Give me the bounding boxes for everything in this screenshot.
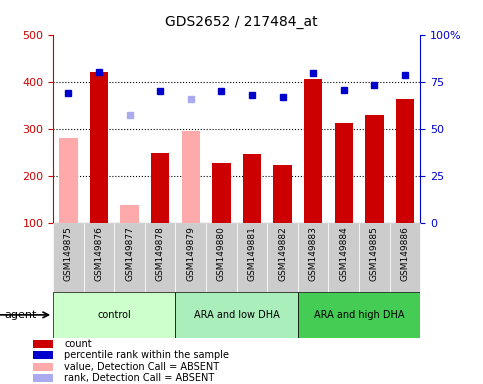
Bar: [212, 162, 230, 223]
Text: GSM149878: GSM149878: [156, 226, 165, 281]
Bar: [59, 138, 78, 223]
Bar: [145, 223, 175, 292]
Text: control: control: [98, 310, 131, 320]
Bar: [33, 339, 53, 348]
Bar: [206, 223, 237, 292]
Bar: [359, 223, 390, 292]
Text: GSM149877: GSM149877: [125, 226, 134, 281]
Bar: [53, 292, 175, 338]
Bar: [298, 292, 420, 338]
Bar: [267, 223, 298, 292]
Bar: [33, 362, 53, 371]
Bar: [175, 292, 298, 338]
Bar: [182, 131, 200, 223]
Bar: [237, 223, 267, 292]
Bar: [84, 223, 114, 292]
Text: rank, Detection Call = ABSENT: rank, Detection Call = ABSENT: [64, 373, 214, 383]
Text: GSM149875: GSM149875: [64, 226, 73, 281]
Text: GSM149885: GSM149885: [370, 226, 379, 281]
Bar: [390, 223, 420, 292]
Text: GSM149884: GSM149884: [339, 226, 348, 281]
Text: ARA and low DHA: ARA and low DHA: [194, 310, 280, 320]
Bar: [243, 154, 261, 223]
Text: ARA and high DHA: ARA and high DHA: [314, 310, 404, 320]
Bar: [328, 223, 359, 292]
Bar: [273, 166, 292, 223]
Bar: [298, 223, 328, 292]
Text: percentile rank within the sample: percentile rank within the sample: [64, 350, 229, 360]
Bar: [120, 205, 139, 223]
Text: GSM149886: GSM149886: [400, 226, 410, 281]
Text: GDS2652 / 217484_at: GDS2652 / 217484_at: [165, 15, 318, 29]
Text: GSM149882: GSM149882: [278, 226, 287, 281]
Bar: [396, 99, 414, 223]
Text: GSM149883: GSM149883: [309, 226, 318, 281]
Text: count: count: [64, 339, 92, 349]
Text: GSM149876: GSM149876: [95, 226, 103, 281]
Bar: [114, 223, 145, 292]
Bar: [53, 223, 84, 292]
Bar: [33, 351, 53, 359]
Text: agent: agent: [5, 310, 37, 320]
Bar: [335, 123, 353, 223]
Bar: [90, 72, 108, 223]
Bar: [365, 114, 384, 223]
Bar: [33, 374, 53, 382]
Text: GSM149880: GSM149880: [217, 226, 226, 281]
Bar: [151, 153, 170, 223]
Bar: [175, 223, 206, 292]
Bar: [304, 79, 322, 223]
Text: value, Detection Call = ABSENT: value, Detection Call = ABSENT: [64, 362, 219, 372]
Text: GSM149881: GSM149881: [247, 226, 256, 281]
Text: GSM149879: GSM149879: [186, 226, 195, 281]
